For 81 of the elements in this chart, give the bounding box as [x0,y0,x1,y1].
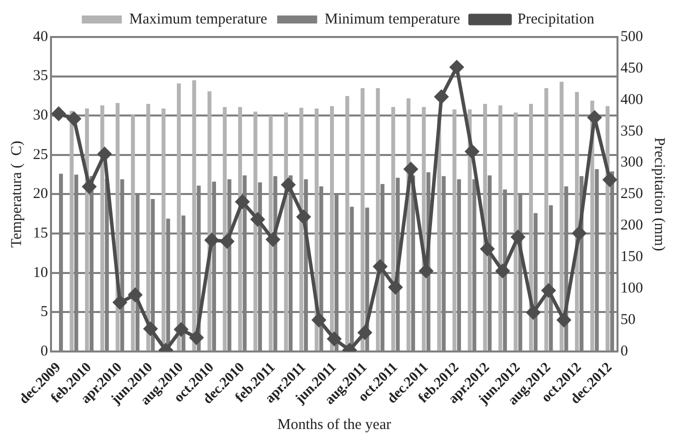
x-axis-title: Months of the year [277,416,392,433]
y-axis-title: Temperatura ( C) [8,140,25,248]
bar [376,88,380,350]
point [250,212,264,226]
y2-tick-label: 50 [620,312,636,328]
bar [70,110,74,350]
point [266,232,280,246]
point [572,226,586,240]
point [67,112,81,126]
point [328,332,341,346]
y2-tick-label: 250 [620,186,643,202]
y2-tick-label: 200 [620,218,643,234]
bar [391,106,396,350]
point [404,162,418,176]
y2-tick-label: 350 [620,123,643,140]
y2-tick-label: 500 [620,28,643,45]
point [480,242,494,256]
y-tick-label: 35 [33,68,48,84]
bar [130,114,135,350]
y-tick-label: 25 [33,146,48,163]
point [511,230,525,244]
point [496,264,510,278]
bar [360,88,365,350]
y2-tick-label: 400 [620,92,643,108]
point [220,234,234,248]
y-tick-label: 20 [33,186,48,202]
point [296,210,310,224]
bar [238,106,242,350]
bar [299,108,304,350]
point [465,144,479,158]
bar [284,112,288,350]
point [603,173,617,187]
point [588,110,602,124]
bar [514,112,518,350]
legend-label: Maximum temperature [129,11,268,28]
point [128,288,142,302]
y2-tick-label: 100 [620,280,643,296]
point [282,178,296,192]
y2-tick-label: 150 [620,249,643,266]
point [434,90,448,104]
y-tick-label: 30 [33,108,48,124]
y-tick-label: 5 [40,304,48,320]
point [312,313,326,327]
point [388,280,402,294]
bar [544,88,548,350]
bar [606,106,610,350]
point [542,284,556,298]
legend-label: Minimum temperature [324,11,460,28]
point [236,195,250,209]
point [526,306,540,320]
point [190,330,204,344]
bar [85,108,89,350]
y2-tick-label: 300 [620,154,643,171]
point [82,180,96,194]
y2-tick-label: 0 [620,343,628,360]
bar [192,80,196,350]
y-tick-label: 10 [33,264,48,281]
y-tick-label: 15 [33,225,48,242]
bar [560,82,564,350]
bar [253,112,258,350]
y2-tick-label: 450 [620,60,643,76]
bar [452,109,456,350]
point [557,313,571,327]
point [113,296,127,310]
legend-label: Precipitation [518,11,595,28]
bar [176,83,181,350]
point [373,260,387,274]
point [419,264,433,278]
point [98,147,112,161]
y-tick-label: 40 [33,28,48,45]
point [52,106,66,120]
point [144,322,158,336]
point [450,60,464,74]
point [174,322,188,336]
bar [529,104,533,350]
bar [498,105,502,350]
y2-axis-title: Precipitation (mm) [651,137,668,252]
y-tick-label: 0 [40,343,48,360]
bar [330,106,334,350]
point [358,326,372,340]
point [205,233,219,247]
